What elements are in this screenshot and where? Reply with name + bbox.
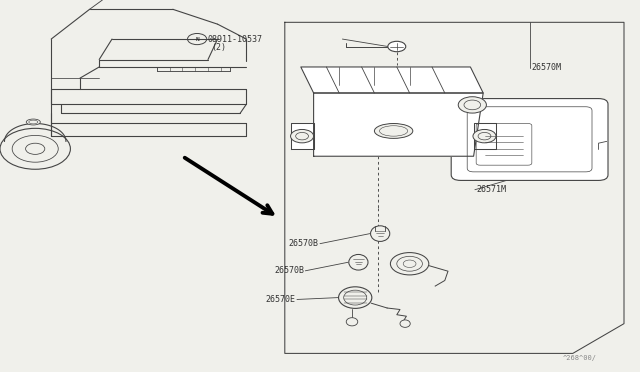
Circle shape xyxy=(458,97,486,113)
Polygon shape xyxy=(314,93,483,156)
Circle shape xyxy=(291,129,314,143)
Text: 26571M: 26571M xyxy=(477,185,507,194)
Circle shape xyxy=(390,253,429,275)
Polygon shape xyxy=(301,67,483,93)
Ellipse shape xyxy=(400,320,410,327)
Ellipse shape xyxy=(26,119,40,125)
Text: 26570E: 26570E xyxy=(266,295,296,304)
Text: 26570M: 26570M xyxy=(531,63,561,72)
Text: 08911-10537: 08911-10537 xyxy=(208,35,263,44)
Circle shape xyxy=(473,129,496,143)
Circle shape xyxy=(388,41,406,52)
Ellipse shape xyxy=(371,226,390,241)
Text: 26570B: 26570B xyxy=(274,266,304,275)
Ellipse shape xyxy=(346,318,358,326)
Ellipse shape xyxy=(374,124,413,138)
Polygon shape xyxy=(291,123,314,149)
Ellipse shape xyxy=(349,254,368,270)
Polygon shape xyxy=(474,123,496,149)
Text: ^268^00/: ^268^00/ xyxy=(563,355,597,361)
FancyBboxPatch shape xyxy=(451,99,608,180)
Text: 26570B: 26570B xyxy=(289,239,319,248)
Text: (2): (2) xyxy=(211,43,226,52)
Ellipse shape xyxy=(339,287,372,308)
Text: N: N xyxy=(195,36,199,42)
